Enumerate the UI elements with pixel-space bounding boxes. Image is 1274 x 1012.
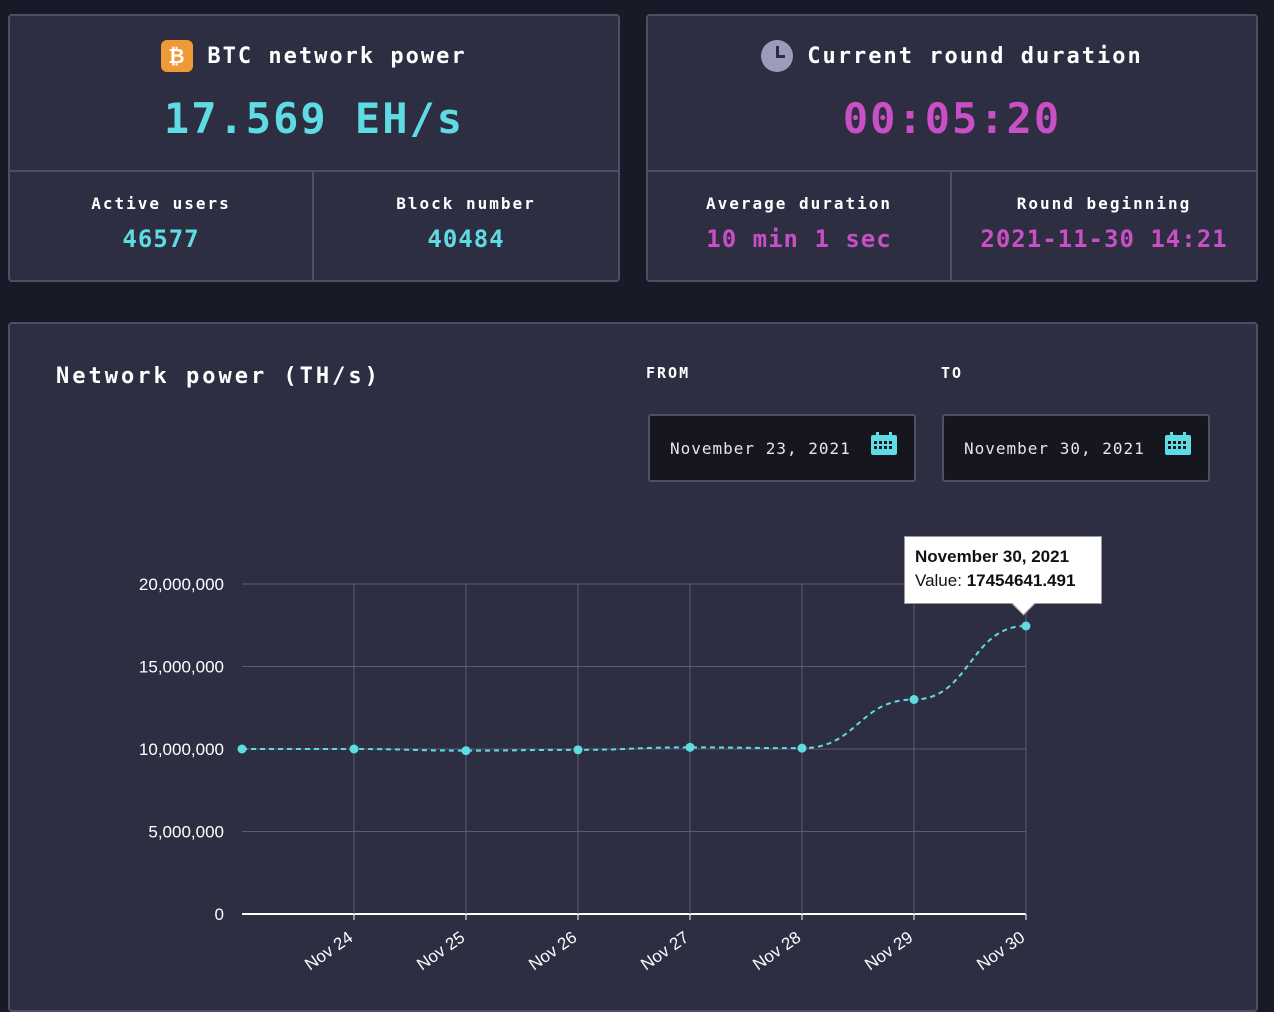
x-tick-label: Nov 26	[525, 928, 580, 974]
x-tick-label: Nov 27	[637, 928, 692, 974]
calendar-icon[interactable]	[870, 432, 898, 456]
series-line	[241, 624, 1027, 752]
from-date-value: November 23, 2021	[670, 438, 851, 458]
round-beginning-value: 2021-11-30 14:21	[980, 225, 1228, 253]
from-label: FROM	[646, 364, 691, 382]
bitcoin-icon: ₿	[161, 40, 194, 72]
average-duration-value: 10 min 1 sec	[706, 225, 892, 253]
btc-card-title: BTC network power	[207, 43, 467, 69]
data-point	[909, 695, 919, 704]
round-duration-value: 00:05:20	[842, 94, 1062, 143]
average-duration-label: Average duration	[705, 194, 893, 213]
data-point	[237, 744, 247, 754]
clock-icon	[761, 40, 794, 72]
round-card-title: Current round duration	[807, 43, 1143, 69]
y-tick-label: 10,000,000	[139, 740, 224, 759]
tooltip-date: November 30, 2021	[915, 547, 1070, 566]
tooltip-value: Value: 17454641.491	[915, 571, 1076, 590]
to-date-input[interactable]: November 30, 2021	[942, 414, 1210, 482]
data-point	[573, 745, 583, 755]
y-tick-label: 0	[215, 905, 224, 924]
x-tick-label: Nov 25	[413, 928, 468, 974]
y-tick-label: 20,000,000	[139, 575, 224, 594]
block-number-value: 40484	[427, 225, 505, 253]
data-point	[349, 744, 359, 754]
chart-tooltip: November 30, 2021 Value: 17454641.491	[904, 536, 1102, 604]
round-beginning-label: Round beginning	[1016, 194, 1192, 213]
current-round-card: Current round duration 00:05:20 Average …	[646, 14, 1258, 282]
active-users-label: Active users	[91, 194, 231, 213]
to-date-value: November 30, 2021	[964, 438, 1145, 458]
to-label: TO	[941, 364, 964, 382]
data-point	[1021, 621, 1031, 631]
x-tick-label: Nov 29	[861, 928, 916, 974]
btc-card-title-row: ₿ BTC network power	[10, 40, 618, 72]
average-duration-cell: Average duration 10 min 1 sec	[648, 170, 952, 280]
from-date-input[interactable]: November 23, 2021	[648, 414, 916, 482]
round-beginning-cell: Round beginning 2021-11-30 14:21	[952, 170, 1256, 280]
block-number-label: Block number	[396, 194, 536, 213]
round-card-title-row: Current round duration	[648, 40, 1256, 72]
x-tick-label: Nov 30	[973, 928, 1028, 974]
data-point	[797, 743, 807, 753]
btc-card-header: ₿ BTC network power 17.569 EH/s	[10, 16, 618, 172]
y-tick-label: 5,000,000	[148, 823, 224, 842]
btc-network-power-value: 17.569 EH/s	[163, 94, 465, 143]
data-point	[685, 742, 695, 752]
x-tick-label: Nov 24	[301, 928, 356, 974]
btc-network-power-card: ₿ BTC network power 17.569 EH/s Active u…	[8, 14, 620, 282]
active-users-value: 46577	[122, 225, 200, 253]
data-point	[461, 746, 471, 756]
network-power-chart-card: Network power (TH/s) FROM November 23, 2…	[8, 322, 1258, 1012]
calendar-icon[interactable]	[1164, 432, 1192, 456]
round-card-header: Current round duration 00:05:20	[648, 16, 1256, 172]
network-power-line-chart: 0 5,000,000 10,000,000 15,000,000 20,000,000…	[139, 575, 1031, 974]
x-tick-label: Nov 28	[749, 928, 804, 974]
y-tick-label: 15,000,000	[139, 658, 224, 677]
active-users-cell: Active users 46577	[10, 170, 314, 280]
block-number-cell: Block number 40484	[314, 170, 618, 280]
chart-title: Network power (TH/s)	[56, 364, 381, 389]
